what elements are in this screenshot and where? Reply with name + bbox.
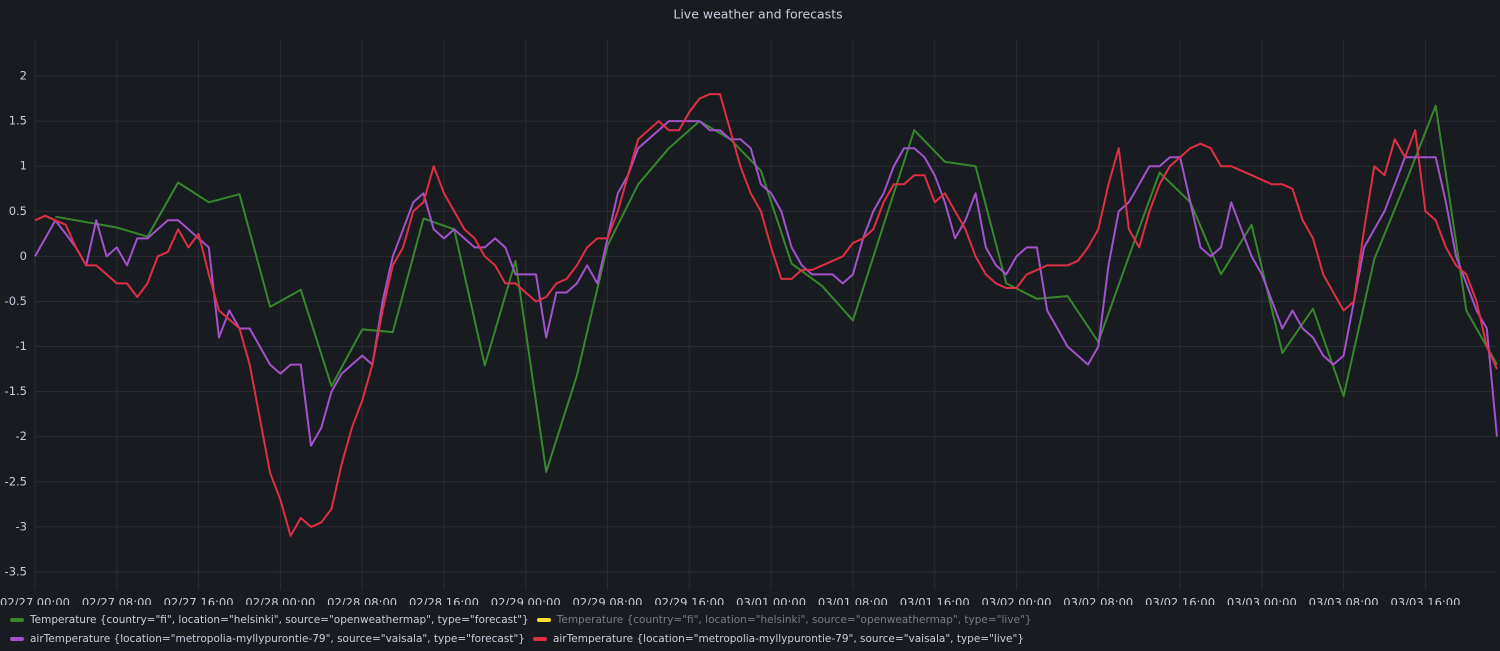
y-tick-label: -0.5	[5, 294, 27, 308]
legend-swatch	[10, 617, 24, 622]
x-tick-label: 03/02 16:00	[1145, 596, 1215, 606]
y-tick-label: -3	[16, 519, 27, 533]
x-tick-label: 03/01 00:00	[736, 596, 806, 606]
y-tick-label: -2	[16, 429, 27, 443]
series-line	[55, 104, 1498, 473]
x-tick-label: 03/03 08:00	[1309, 596, 1379, 606]
y-tick-label: -1.5	[5, 384, 27, 398]
x-tick-label: 03/01 16:00	[900, 596, 970, 606]
x-tick-label: 02/28 16:00	[409, 596, 479, 606]
y-tick-label: 1.5	[9, 114, 27, 128]
x-tick-label: 03/01 08:00	[818, 596, 888, 606]
y-tick-label: 2	[20, 69, 27, 83]
y-tick-label: -3.5	[5, 564, 27, 578]
x-tick-label: 02/28 00:00	[245, 596, 315, 606]
chart-title: Live weather and forecasts	[673, 7, 842, 22]
x-tick-label: 02/29 00:00	[491, 596, 561, 606]
y-tick-label: 0	[20, 249, 27, 263]
legend-label: airTemperature {location="metropolia-myl…	[552, 632, 1024, 645]
legend-entry[interactable]: Temperature {country="fi", location="hel…	[536, 611, 1032, 628]
legend-swatch	[10, 636, 24, 641]
legend-swatch	[532, 636, 547, 641]
x-tick-label: 03/02 08:00	[1063, 596, 1133, 606]
x-tick-label: 02/28 08:00	[327, 596, 397, 606]
series-line	[34, 93, 1498, 537]
x-tick-label: 02/27 00:00	[0, 596, 70, 606]
x-tick-label: 02/29 16:00	[654, 596, 724, 606]
y-tick-label: 1	[20, 159, 27, 173]
chart: Live weather and forecasts 2 1.5 1 0.5 0 -0.5…	[0, 7, 1498, 606]
x-tick-label: 02/27 16:00	[164, 596, 234, 606]
legend-swatch	[536, 617, 551, 622]
x-tick-label: 03/02 00:00	[982, 596, 1052, 606]
y-tick-label: 0.5	[9, 204, 27, 218]
legend-entry[interactable]: airTemperature {location="metropolia-myl…	[532, 630, 1024, 647]
legend-label: airTemperature {location="metropolia-myl…	[30, 632, 525, 645]
series-line	[34, 120, 1498, 447]
y-tick-label: -1	[16, 339, 27, 353]
x-tick-label: 03/03 16:00	[1390, 596, 1460, 606]
x-tick-label: 02/27 08:00	[82, 596, 152, 606]
x-tick-label: 02/29 08:00	[573, 596, 643, 606]
x-tick-label: 03/03 00:00	[1227, 596, 1297, 606]
y-tick-label: -2.5	[5, 474, 27, 488]
legend-label: Temperature {country="fi", location="hel…	[30, 613, 529, 626]
legend-entry[interactable]: Temperature {country="fi", location="hel…	[10, 611, 529, 628]
legend-entry[interactable]: airTemperature {location="metropolia-myl…	[10, 630, 525, 647]
legend: Temperature {country="fi", location="hel…	[10, 611, 1490, 647]
legend-label: Temperature {country="fi", location="hel…	[556, 613, 1032, 626]
